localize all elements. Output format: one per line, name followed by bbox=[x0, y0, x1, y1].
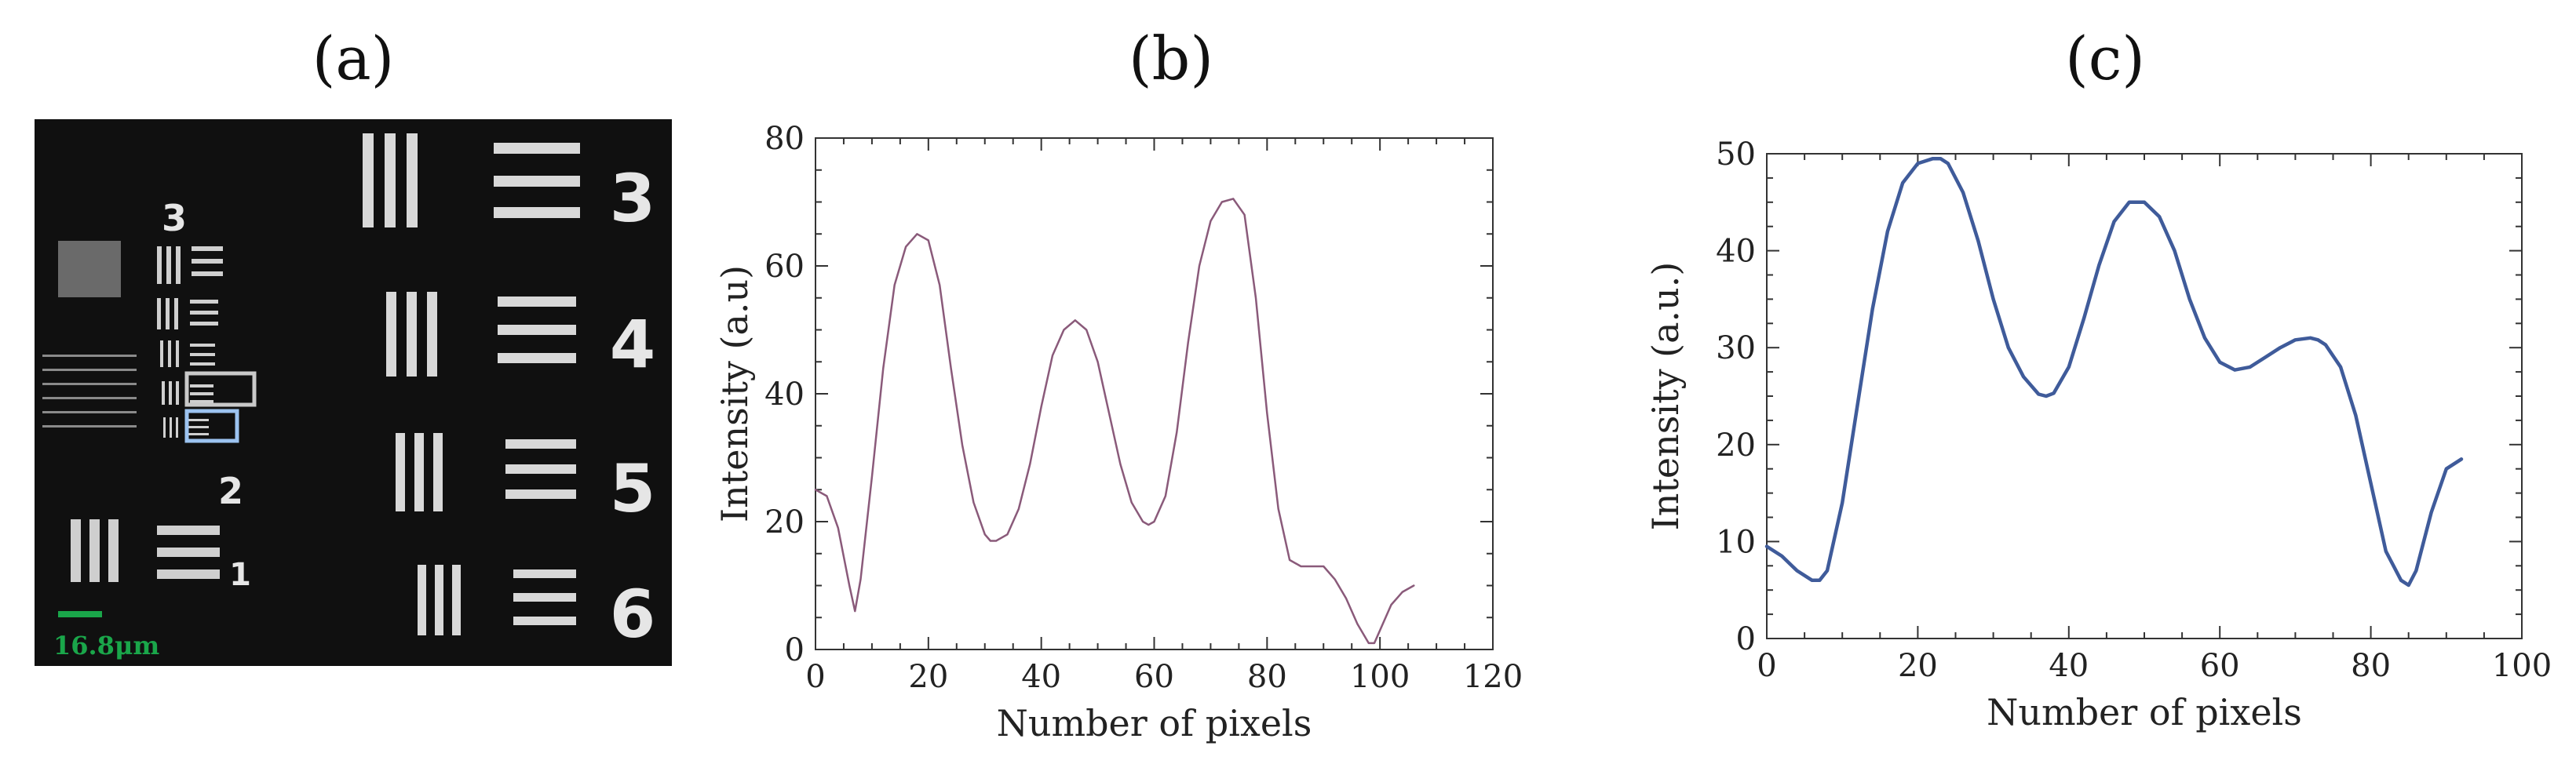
x-tick-label: 60 bbox=[1134, 659, 1174, 695]
y-tick-label: 20 bbox=[1716, 428, 1756, 464]
element-number-3: 3 bbox=[610, 160, 655, 237]
plot-frame bbox=[1766, 153, 2523, 639]
y-tick-label: 40 bbox=[1716, 234, 1756, 270]
resolution-target-image: 3 2 1 3 4 5 6 16.8μm bbox=[35, 119, 672, 666]
scale-bar-label: 16.8μm bbox=[53, 631, 159, 660]
y-tick-label: 20 bbox=[764, 504, 805, 540]
chart-c: 0 20 40 60 80 100 0 10 20 30 40 50 Number of pixels I… bbox=[1644, 136, 2552, 733]
x-axis-label: Number of pixels bbox=[997, 702, 1312, 744]
y-tick-label: 50 bbox=[1716, 136, 1756, 173]
group-number-3: 3 bbox=[162, 197, 187, 239]
series-line-0 bbox=[814, 198, 1415, 645]
y-tick-label: 80 bbox=[764, 121, 805, 157]
x-tick-label: 40 bbox=[1021, 659, 1061, 695]
x-axis-label: Number of pixels bbox=[1987, 691, 2302, 733]
x-tick-label: 20 bbox=[1898, 648, 1938, 684]
x-tick-label: 100 bbox=[1350, 659, 1410, 695]
x-tick-label: 0 bbox=[805, 659, 825, 695]
panel-a-label: (a) bbox=[312, 24, 395, 93]
group-number-2: 2 bbox=[218, 470, 243, 512]
x-tick-label: 0 bbox=[1757, 648, 1776, 684]
y-tick-label: 60 bbox=[764, 249, 805, 285]
element-number-6: 6 bbox=[610, 576, 655, 653]
x-tick-label: 80 bbox=[1247, 659, 1287, 695]
x-tick-label: 80 bbox=[2351, 648, 2391, 684]
large-element-bars bbox=[363, 133, 580, 635]
blue-highlight-box bbox=[184, 409, 239, 443]
scale-bar bbox=[58, 611, 102, 617]
x-tick-label: 100 bbox=[2492, 648, 2552, 684]
x-tick-label: 120 bbox=[1463, 659, 1523, 695]
y-axis-label: Intensity (a.u.) bbox=[1644, 262, 1687, 531]
y-axis-label: Intensity (a.u) bbox=[713, 265, 756, 522]
gray-highlight-box bbox=[184, 371, 257, 407]
group-number-1: 1 bbox=[229, 557, 251, 593]
small-element-bars bbox=[42, 241, 223, 582]
chart-b: 0 20 40 60 80 100 120 0 20 40 60 80 Number of pixels… bbox=[713, 121, 1523, 744]
x-tick-label: 60 bbox=[2200, 648, 2240, 684]
y-tick-label: 0 bbox=[1736, 621, 1756, 657]
y-tick-label: 30 bbox=[1716, 330, 1756, 366]
x-tick-label: 20 bbox=[908, 659, 948, 695]
y-tick-label: 0 bbox=[785, 632, 805, 668]
element-number-5: 5 bbox=[610, 450, 655, 527]
y-tick-label: 10 bbox=[1716, 524, 1756, 560]
y-tick-label: 40 bbox=[764, 377, 805, 413]
plot-frame bbox=[815, 137, 1494, 650]
series-line-0 bbox=[1764, 156, 2464, 588]
element-number-4: 4 bbox=[610, 306, 655, 383]
x-tick-label: 40 bbox=[2049, 648, 2089, 684]
panel-c-label: (c) bbox=[2065, 24, 2145, 93]
panel-b-label: (b) bbox=[1129, 24, 1213, 93]
